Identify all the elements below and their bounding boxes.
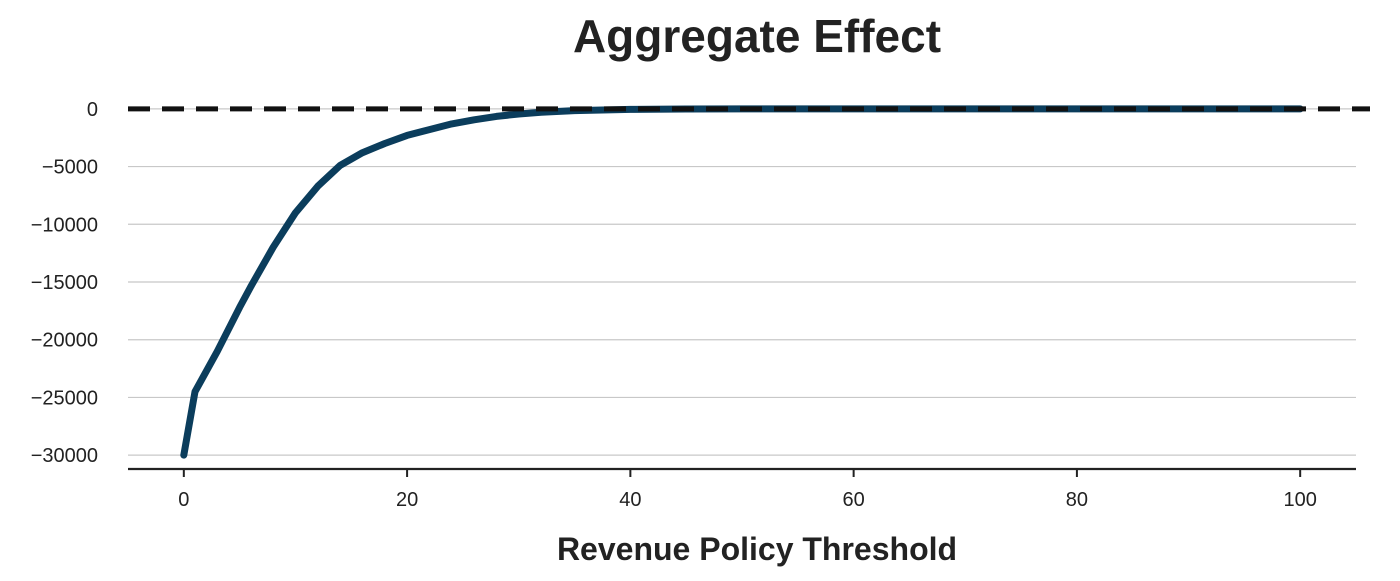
y-tick-label: −20000 — [31, 330, 98, 352]
chart-title: Aggregate Effect — [573, 10, 941, 62]
series-layer — [180, 105, 1304, 459]
x-tick-label: 40 — [619, 489, 641, 511]
x-axis-ticks: 0 20 40 60 80 100 — [178, 469, 1317, 511]
x-tick-label: 80 — [1066, 489, 1088, 511]
y-tick-label: −10000 — [31, 214, 98, 236]
y-tick-label: −15000 — [31, 272, 98, 294]
x-tick-label: 20 — [396, 489, 418, 511]
x-tick-label: 100 — [1283, 489, 1316, 511]
y-tick-label: −5000 — [42, 157, 98, 179]
y-tick-label: 0 — [87, 99, 98, 121]
y-axis-ticks: 0 −5000 −10000 −15000 −20000 −25000 −30000 — [31, 99, 98, 467]
x-tick-label: 0 — [178, 489, 189, 511]
y-tick-label: −25000 — [31, 387, 98, 409]
grid-lines — [128, 108, 1356, 456]
x-axis-label: Revenue Policy Threshold — [557, 531, 957, 567]
x-tick-label: 60 — [843, 489, 865, 511]
series-line — [180, 105, 1304, 459]
y-tick-label: −30000 — [31, 445, 98, 467]
